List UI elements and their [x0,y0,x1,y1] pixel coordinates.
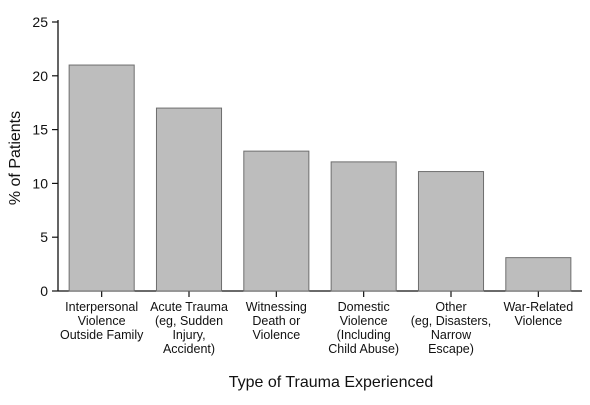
category-label-line: Violence [514,314,562,328]
category-label: Other (eg, Disasters, Narrow Escape) [411,300,492,356]
category-label-line: Domestic [338,300,390,314]
category-label-line: Violence [340,314,388,328]
category-label-line: (eg, Sudden [155,314,223,328]
category-label-line: Death or [252,314,300,328]
category-labels: Interpersonal Violence Outside FamilyAcute… [60,300,573,356]
bar [330,161,397,292]
y-axis-title: % of Patients [7,111,24,205]
y-tick-label: 20 [32,68,48,84]
bar [68,64,135,292]
bars [68,64,572,292]
category-label-line: Accident) [163,342,215,356]
category-label-line: War-Related [503,300,573,314]
category-label-line: Escape) [428,342,474,356]
category-label-line: Acute Trauma [150,300,228,314]
category-label-line: Other [435,300,466,314]
bar [243,150,310,292]
category-label-line: Violence [252,328,300,342]
category-label: War-Related Violence [503,300,573,328]
category-label-line: (Including [337,328,391,342]
category-label-line: Injury, [172,328,205,342]
category-label-line: Interpersonal [65,300,138,314]
category-label-line: Narrow [431,328,472,342]
category-label: Domestic Violence (Including Child Abuse) [328,300,399,356]
category-label: Interpersonal Violence Outside Family [60,300,144,342]
category-label: Witnessing Death or Violence [246,300,307,342]
bar [417,171,485,292]
x-axis-title: Type of Trauma Experienced [229,374,434,391]
y-tick-label: 15 [32,122,48,138]
category-label-line: Outside Family [60,328,144,342]
category-label-line: Child Abuse) [328,342,399,356]
y-axis: 0 5 10 15 20 25 [32,14,59,299]
y-tick-label: 0 [40,283,48,299]
category-label: Acute Trauma (eg, Sudden Injury, Accident) [150,300,228,356]
y-tick-label: 5 [40,229,48,245]
category-label-line: Violence [78,314,126,328]
y-tick-label: 25 [32,14,48,30]
bar [505,257,572,292]
bar [155,107,223,292]
x-axis [58,290,582,297]
category-label-line: Witnessing [246,300,307,314]
y-tick-label: 10 [32,175,48,191]
category-label-line: (eg, Disasters, [411,314,492,328]
